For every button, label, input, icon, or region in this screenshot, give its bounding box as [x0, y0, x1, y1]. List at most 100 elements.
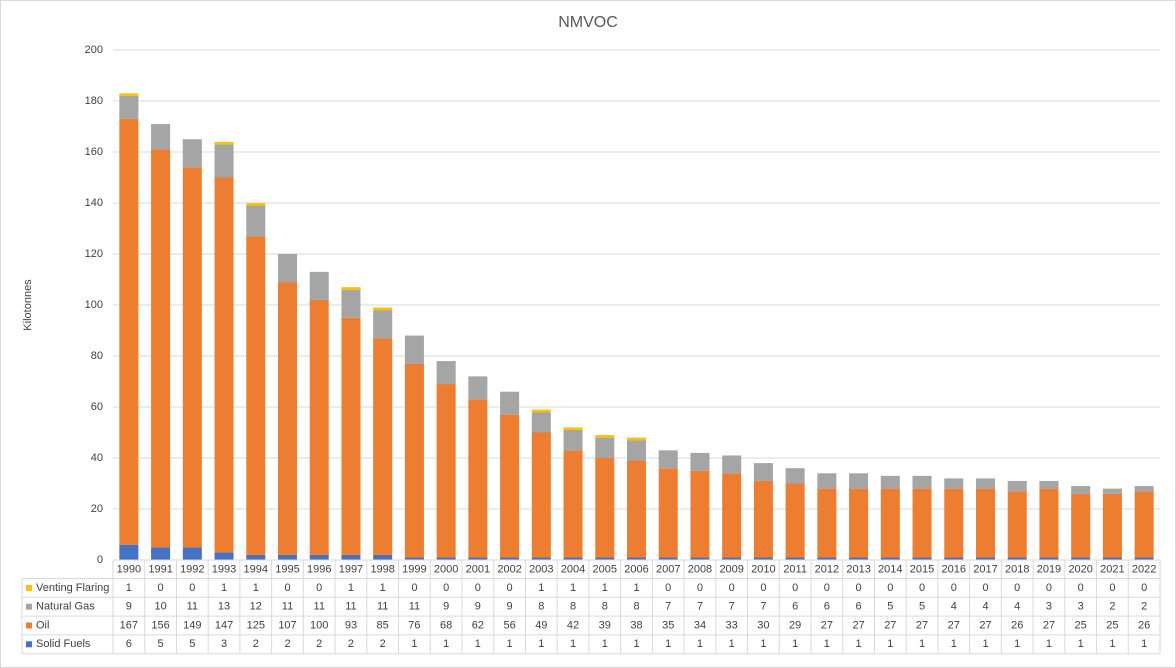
bar-segment	[119, 118, 139, 545]
bar-segment	[1071, 486, 1091, 494]
bar-segment	[119, 93, 139, 96]
bar-segment	[341, 287, 361, 290]
bar-segment	[119, 544, 139, 560]
table-value: 0	[189, 582, 195, 594]
bar-segment	[246, 236, 266, 555]
legend-label: Venting Flaring	[36, 582, 109, 594]
bar-segment	[341, 554, 361, 560]
bar-segment	[404, 363, 424, 558]
bar-segment	[658, 468, 678, 558]
legend-key	[26, 603, 32, 610]
x-tick-label: 2003	[529, 563, 553, 575]
bar-segment	[880, 475, 900, 489]
bar-segment	[1102, 488, 1122, 494]
y-tick-label: 20	[91, 503, 103, 515]
table-value: 1	[538, 582, 544, 594]
table-value: 6	[856, 601, 862, 613]
bar-segment	[214, 141, 234, 145]
bar-segment	[341, 317, 361, 555]
table-value: 156	[151, 619, 169, 631]
table-value: 149	[183, 619, 201, 631]
table-value: 2	[316, 638, 322, 650]
y-tick-label: 160	[85, 146, 103, 158]
x-tick-label: 2008	[688, 563, 712, 575]
table-value: 0	[729, 582, 735, 594]
table-value: 85	[377, 619, 389, 631]
bar-segment	[975, 557, 996, 560]
table-value: 1	[633, 638, 639, 650]
bar-segment	[944, 478, 964, 489]
bar-segment	[880, 488, 900, 558]
bar-segment	[531, 409, 551, 413]
table-value: 26	[1138, 619, 1150, 631]
x-tick-label: 2004	[561, 563, 585, 575]
bar-segment	[626, 440, 647, 461]
table-value: 1	[887, 638, 893, 650]
table-value: 25	[1075, 619, 1087, 631]
bar-segment	[785, 483, 805, 558]
table-value: 1	[633, 582, 639, 594]
x-tick-label: 2010	[751, 563, 775, 575]
bar-segment	[182, 547, 202, 560]
bar-segment	[531, 557, 551, 560]
table-value: 9	[507, 601, 513, 613]
table-value: 1	[919, 638, 925, 650]
table-value: 10	[154, 601, 166, 613]
table-value: 56	[503, 619, 515, 631]
bar-segment	[722, 557, 742, 560]
table-value: 34	[694, 619, 706, 631]
table-value: 100	[310, 619, 328, 631]
table-value: 1	[602, 638, 608, 650]
table-value: 3	[1046, 601, 1052, 613]
table-value: 27	[884, 619, 896, 631]
table-value: 1	[1014, 638, 1020, 650]
table-value: 0	[951, 582, 957, 594]
bar-segment	[531, 412, 551, 433]
table-value: 49	[535, 619, 547, 631]
table-value: 7	[697, 601, 703, 613]
table-value: 1	[443, 638, 449, 650]
legend-key	[26, 622, 32, 629]
table-value: 7	[729, 601, 735, 613]
bar-segment	[404, 557, 424, 560]
x-tick-label: 2005	[593, 563, 617, 575]
bar-segment	[595, 437, 615, 458]
bar-segment	[151, 547, 171, 560]
bar-segment	[309, 299, 329, 555]
table-value: 7	[665, 601, 671, 613]
table-value: 0	[697, 582, 703, 594]
table-value: 5	[158, 638, 164, 650]
bar-segment	[182, 167, 202, 548]
bar-segment	[626, 460, 647, 558]
table-value: 0	[507, 582, 513, 594]
bar-segment	[563, 557, 583, 560]
bar-segment	[436, 557, 456, 560]
legend-label: Oil	[36, 619, 49, 631]
table-value: 5	[919, 601, 925, 613]
table-value: 1	[665, 638, 671, 650]
table-value: 9	[126, 601, 132, 613]
table-value: 11	[282, 601, 293, 613]
bar-segment	[785, 557, 805, 560]
bar-segment	[309, 554, 329, 560]
table-value: 2	[1109, 601, 1115, 613]
x-tick-label: 2007	[656, 563, 680, 575]
bar-segment	[468, 376, 488, 400]
chart-title: NMVOC	[558, 14, 618, 31]
bar-segment	[1071, 557, 1091, 560]
table-value: 0	[158, 582, 164, 594]
y-tick-label: 200	[85, 44, 103, 56]
bar-segment	[1039, 557, 1059, 560]
x-tick-label: 2017	[973, 563, 997, 575]
bar-segment	[753, 557, 773, 560]
x-tick-label: 2011	[783, 563, 807, 575]
bar-segment	[246, 554, 266, 560]
x-tick-label: 1999	[402, 563, 426, 575]
bar-segment	[690, 452, 710, 471]
table-value: 1	[824, 638, 830, 650]
bar-segment	[214, 552, 234, 560]
x-tick-label: 1998	[370, 563, 394, 575]
y-axis-title: Kilotonnes	[22, 279, 34, 331]
table-value: 11	[345, 601, 356, 613]
y-tick-label: 140	[85, 197, 103, 209]
